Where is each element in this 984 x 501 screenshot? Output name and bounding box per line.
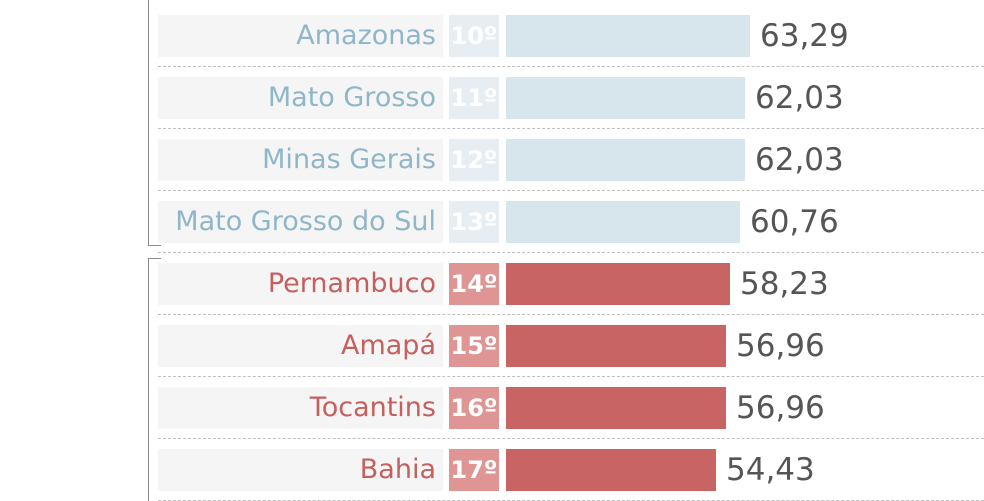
- rank-badge: 14º: [449, 263, 499, 305]
- rank-badge: 16º: [449, 387, 499, 429]
- row-separator: [158, 314, 984, 315]
- bar: [506, 387, 726, 429]
- rank-badge: 13º: [449, 201, 499, 243]
- value-label: 54,43: [726, 452, 815, 488]
- row-separator: [158, 438, 984, 439]
- value-label: 56,96: [736, 328, 825, 364]
- rank-badge: 15º: [449, 325, 499, 367]
- chart-row: Pernambuco 14º 58,23: [0, 248, 984, 315]
- category-label: Tocantins: [309, 392, 436, 423]
- row-label-background: [158, 77, 443, 119]
- value-label: 62,03: [755, 142, 844, 178]
- rank-badge: 10º: [449, 15, 499, 57]
- rank-badge: 12º: [449, 139, 499, 181]
- chart-row: Mato Grosso 11º 62,03: [0, 62, 984, 129]
- bar: [506, 325, 726, 367]
- row-separator: [158, 128, 984, 129]
- row-label-background: [158, 263, 443, 305]
- row-label-background: [158, 15, 443, 57]
- bar: [506, 77, 745, 119]
- group-bracket-top: [148, 0, 161, 246]
- group-bracket-bottom: [148, 258, 161, 501]
- category-label: Minas Gerais: [262, 144, 436, 175]
- bar: [506, 201, 740, 243]
- bar: [506, 139, 745, 181]
- row-separator: [158, 66, 984, 67]
- chart-row: Tocantins 16º 56,96: [0, 372, 984, 439]
- rank-badge: 11º: [449, 77, 499, 119]
- row-label-background: [158, 387, 443, 429]
- bar: [506, 449, 716, 491]
- row-separator: [158, 190, 984, 191]
- value-label: 63,29: [760, 18, 849, 54]
- value-label: 62,03: [755, 80, 844, 116]
- chart-row: Mato Grosso do Sul 13º 60,76: [0, 186, 984, 253]
- row-separator: [158, 376, 984, 377]
- row-label-background: [158, 325, 443, 367]
- category-label: Pernambuco: [267, 268, 436, 299]
- row-separator: [158, 252, 984, 253]
- value-label: 56,96: [736, 390, 825, 426]
- bar: [506, 263, 730, 305]
- row-label-background: [158, 139, 443, 181]
- bar: [506, 15, 750, 57]
- chart-row: Bahia 17º 54,43: [0, 434, 984, 501]
- row-label-background: [158, 201, 443, 243]
- value-label: 58,23: [740, 266, 829, 302]
- chart-row: Amazonas 10º 63,29: [0, 0, 984, 67]
- rank-badge: 17º: [449, 449, 499, 491]
- row-label-background: [158, 449, 443, 491]
- category-label: Amazonas: [296, 20, 436, 51]
- chart-row: Minas Gerais 12º 62,03: [0, 124, 984, 191]
- category-label: Amapá: [340, 330, 436, 361]
- category-label: Bahia: [359, 454, 436, 485]
- chart-row: Amapá 15º 56,96: [0, 310, 984, 377]
- category-label: Mato Grosso do Sul: [175, 206, 436, 237]
- value-label: 60,76: [750, 204, 839, 240]
- category-label: Mato Grosso: [267, 82, 436, 113]
